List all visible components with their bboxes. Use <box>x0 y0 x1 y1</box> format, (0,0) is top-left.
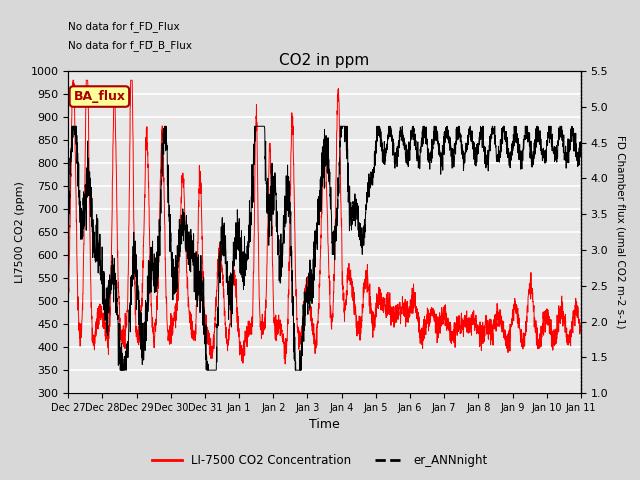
Legend: LI-7500 CO2 Concentration, er_ANNnight: LI-7500 CO2 Concentration, er_ANNnight <box>147 449 493 472</box>
Text: BA_flux: BA_flux <box>74 90 125 103</box>
Text: No data for f_FD_Flux: No data for f_FD_Flux <box>68 21 180 32</box>
Y-axis label: FD Chamber flux (umal CO2 m-2 s-1): FD Chamber flux (umal CO2 m-2 s-1) <box>615 135 625 329</box>
Text: No data for f_FD̅_B_Flux: No data for f_FD̅_B_Flux <box>68 40 192 51</box>
Y-axis label: LI7500 CO2 (ppm): LI7500 CO2 (ppm) <box>15 181 25 283</box>
Title: CO2 in ppm: CO2 in ppm <box>280 53 370 69</box>
X-axis label: Time: Time <box>309 419 340 432</box>
